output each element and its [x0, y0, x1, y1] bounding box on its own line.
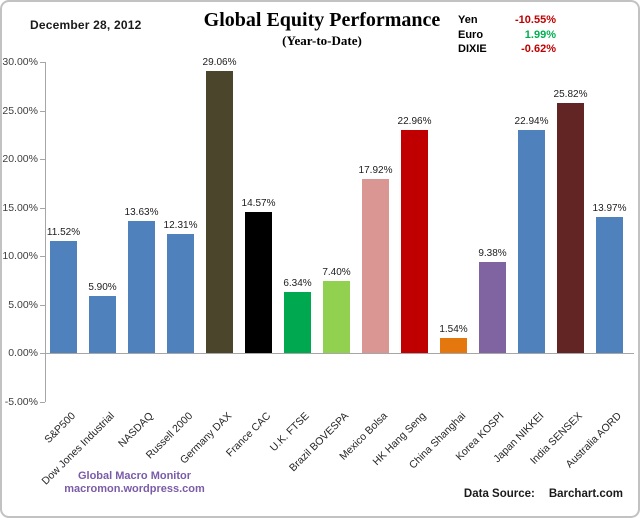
- bar-china-shanghai: [440, 338, 467, 353]
- bar-value-label: 13.63%: [124, 206, 159, 218]
- y-axis-label: 20.00%: [2, 153, 38, 165]
- y-axis-label: 5.00%: [8, 298, 38, 311]
- y-axis-tick: [40, 110, 45, 112]
- bar-france-cac: [245, 211, 272, 353]
- data-source-value: Barchart.com: [548, 488, 623, 500]
- data-source: Data Source: Barchart.com: [464, 488, 623, 500]
- bar-japan-nikkei: [518, 130, 545, 353]
- x-axis-label: S&P500: [42, 410, 78, 446]
- bar-value-label: 22.94%: [514, 116, 549, 128]
- bar-u-k-ftse: [284, 291, 311, 353]
- legend-value: -0.62%: [521, 43, 556, 56]
- bar-value-label: 13.97%: [592, 203, 627, 215]
- legend-row-dixie: DIXIE -0.62%: [458, 42, 556, 57]
- attribution: Global Macro Monitor macromon.wordpress.…: [62, 470, 207, 496]
- x-axis-label: NASDAQ: [116, 410, 156, 450]
- bar-russell-2000: [167, 233, 194, 353]
- currency-legend: Yen -10.55% Euro 1.99% DIXIE -0.62%: [458, 13, 556, 57]
- y-axis-label: 30.00%: [2, 56, 38, 68]
- y-axis-tick: [40, 62, 45, 63]
- y-axis-label: 10.00%: [2, 250, 38, 262]
- y-axis-tick: [40, 304, 45, 306]
- bar-dow-jones-industrial: [89, 295, 116, 353]
- bar-brazil-bovespa: [323, 281, 350, 353]
- y-axis-tick: [40, 207, 45, 209]
- bar-value-label: 9.38%: [478, 248, 507, 259]
- report-date: December 28, 2012: [30, 18, 142, 32]
- bar-korea-kospi: [479, 262, 506, 353]
- chart-title: Global Equity Performance: [203, 9, 441, 31]
- bar-s-p500: [50, 241, 77, 353]
- y-axis-line: [45, 62, 46, 402]
- bar-value-label: 14.57%: [241, 197, 276, 209]
- bar-value-label: 11.52%: [46, 227, 81, 239]
- legend-value: -10.55%: [515, 14, 556, 27]
- legend-row-yen: Yen -10.55%: [458, 13, 556, 28]
- y-axis-label: 25.00%: [2, 104, 38, 117]
- legend-label: Euro: [458, 28, 484, 41]
- data-source-label: Data Source:: [463, 488, 535, 500]
- legend-label: Yen: [458, 14, 478, 27]
- bar-value-label: 22.96%: [397, 116, 432, 128]
- bar-value-label: 1.54%: [439, 324, 468, 336]
- chart-subtitle: (Year-to-Date): [282, 33, 362, 48]
- bar-nasdaq: [128, 220, 155, 353]
- y-axis-label: 15.00%: [2, 201, 38, 214]
- legend-label: DIXIE: [458, 43, 487, 56]
- y-axis-tick: [40, 159, 45, 160]
- bar-mexico-bolsa: [362, 179, 389, 353]
- bar-germany-dax: [206, 71, 233, 353]
- bar-value-label: 5.90%: [88, 281, 117, 293]
- attribution-url: macromon.wordpress.com: [64, 483, 205, 495]
- bar-value-label: 12.31%: [163, 219, 198, 231]
- attribution-name: Global Macro Monitor: [77, 470, 192, 482]
- bar-value-label: 29.06%: [202, 57, 237, 69]
- y-axis-label: 0.00%: [8, 347, 38, 359]
- bar-value-label: 7.40%: [322, 267, 351, 279]
- y-axis-tick: [40, 256, 45, 257]
- bar-hk-hang-seng: [401, 130, 428, 353]
- bar-india-sensex: [557, 102, 584, 353]
- legend-row-euro: Euro 1.99%: [458, 28, 556, 43]
- y-axis-tick: [40, 353, 45, 354]
- bar-value-label: 25.82%: [553, 88, 588, 100]
- bar-value-label: 17.92%: [358, 165, 393, 177]
- x-axis-baseline: [45, 353, 634, 354]
- bar-value-label: 6.34%: [283, 277, 312, 289]
- y-axis-tick: [40, 401, 45, 403]
- y-axis-label: -5.00%: [4, 395, 38, 408]
- bar-australia-aord: [596, 217, 623, 353]
- legend-value: 1.99%: [524, 28, 556, 41]
